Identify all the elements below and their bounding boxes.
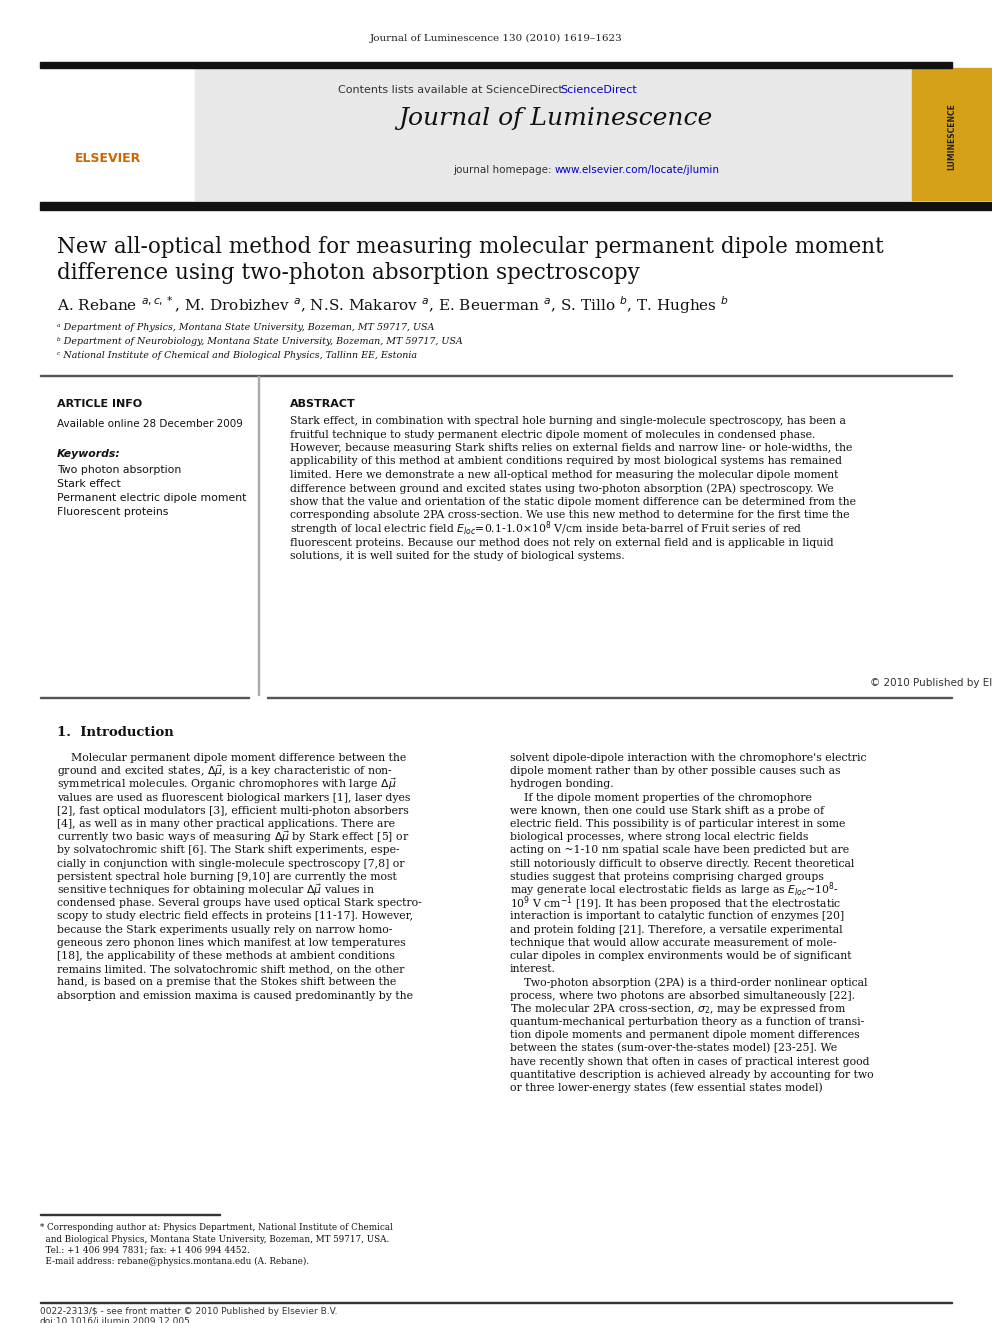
Text: values are used as fluorescent biological markers [1], laser dyes: values are used as fluorescent biologica… <box>57 792 411 803</box>
Text: Two photon absorption: Two photon absorption <box>57 464 182 475</box>
Text: still notoriously difficult to observe directly. Recent theoretical: still notoriously difficult to observe d… <box>510 859 854 869</box>
Text: dipole moment rather than by other possible causes such as: dipole moment rather than by other possi… <box>510 766 840 777</box>
Text: However, because measuring Stark shifts relies on external fields and narrow lin: However, because measuring Stark shifts … <box>290 443 852 452</box>
Text: fluorescent proteins. Because our method does not rely on external field and is : fluorescent proteins. Because our method… <box>290 537 833 548</box>
Text: process, where two photons are absorbed simultaneously [22].: process, where two photons are absorbed … <box>510 991 855 1000</box>
Text: electric field. This possibility is of particular interest in some: electric field. This possibility is of p… <box>510 819 845 830</box>
Text: hand, is based on a premise that the Stokes shift between the: hand, is based on a premise that the Sto… <box>57 978 396 987</box>
Text: persistent spectral hole burning [9,10] are currently the most: persistent spectral hole burning [9,10] … <box>57 872 397 882</box>
Text: 0022-2313/$ - see front matter © 2010 Published by Elsevier B.V.: 0022-2313/$ - see front matter © 2010 Pu… <box>40 1307 337 1315</box>
Text: ELSEVIER: ELSEVIER <box>74 152 141 164</box>
Text: Tel.: +1 406 994 7831; fax: +1 406 994 4452.: Tel.: +1 406 994 7831; fax: +1 406 994 4… <box>40 1245 250 1254</box>
Text: remains limited. The solvatochromic shift method, on the other: remains limited. The solvatochromic shif… <box>57 964 405 974</box>
Text: absorption and emission maxima is caused predominantly by the: absorption and emission maxima is caused… <box>57 991 413 1000</box>
Text: condensed phase. Several groups have used optical Stark spectro-: condensed phase. Several groups have use… <box>57 898 422 908</box>
Text: Journal of Luminescence 130 (2010) 1619–1623: Journal of Luminescence 130 (2010) 1619–… <box>370 33 622 42</box>
Text: applicability of this method at ambient conditions required by most biological s: applicability of this method at ambient … <box>290 456 842 467</box>
Text: [18], the applicability of these methods at ambient conditions: [18], the applicability of these methods… <box>57 951 395 960</box>
Text: limited. Here we demonstrate a new all-optical method for measuring the molecula: limited. Here we demonstrate a new all-o… <box>290 470 838 480</box>
Text: fruitful technique to study permanent electric dipole moment of molecules in con: fruitful technique to study permanent el… <box>290 430 815 439</box>
Bar <box>912 67 992 200</box>
Text: Permanent electric dipole moment: Permanent electric dipole moment <box>57 493 246 503</box>
Bar <box>40 62 952 67</box>
Text: ᶜ National Institute of Chemical and Biological Physics, Tallinn EE, Estonia: ᶜ National Institute of Chemical and Bio… <box>57 352 417 360</box>
Text: because the Stark experiments usually rely on narrow homo-: because the Stark experiments usually re… <box>57 925 393 934</box>
Text: solvent dipole-dipole interaction with the chromophore's electric: solvent dipole-dipole interaction with t… <box>510 753 866 763</box>
Text: strength of local electric field $E_{loc}$=0.1-1.0$\times$10$^8$ V/cm inside bet: strength of local electric field $E_{loc… <box>290 520 803 538</box>
Text: ᵃ Department of Physics, Montana State University, Bozeman, MT 59717, USA: ᵃ Department of Physics, Montana State U… <box>57 324 434 332</box>
Text: corresponding absolute 2PA cross-section. We use this new method to determine fo: corresponding absolute 2PA cross-section… <box>290 511 849 520</box>
Text: The molecular 2PA cross-section, $\sigma_2$, may be expressed from: The molecular 2PA cross-section, $\sigma… <box>510 1002 846 1016</box>
Bar <box>40 202 992 210</box>
Text: geneous zero phonon lines which manifest at low temperatures: geneous zero phonon lines which manifest… <box>57 938 406 947</box>
Text: quantitative description is achieved already by accounting for two: quantitative description is achieved alr… <box>510 1070 874 1080</box>
Text: currently two basic ways of measuring $\Delta\vec{\mu}$ by Stark effect [5] or: currently two basic ways of measuring $\… <box>57 830 410 845</box>
Text: Stark effect: Stark effect <box>57 479 121 490</box>
Text: solutions, it is well suited for the study of biological systems.: solutions, it is well suited for the stu… <box>290 550 625 561</box>
Text: doi:10.1016/j.jlumin.2009.12.005: doi:10.1016/j.jlumin.2009.12.005 <box>40 1316 190 1323</box>
Text: difference between ground and excited states using two-photon absorption (2PA) s: difference between ground and excited st… <box>290 483 833 493</box>
Text: or three lower-energy states (few essential states model): or three lower-energy states (few essent… <box>510 1082 822 1093</box>
Text: acting on ~1-10 nm spatial scale have been predicted but are: acting on ~1-10 nm spatial scale have be… <box>510 845 849 856</box>
Text: ARTICLE INFO: ARTICLE INFO <box>57 400 142 409</box>
Text: between the states (sum-over-the-states model) [23-25]. We: between the states (sum-over-the-states … <box>510 1044 837 1053</box>
Text: [4], as well as in many other practical applications. There are: [4], as well as in many other practical … <box>57 819 395 830</box>
Text: Journal of Luminescence: Journal of Luminescence <box>398 106 712 130</box>
Text: symmetrical molecules. Organic chromophores with large $\Delta\vec{\mu}$: symmetrical molecules. Organic chromopho… <box>57 777 397 792</box>
Text: scopy to study electric field effects in proteins [11-17]. However,: scopy to study electric field effects in… <box>57 912 413 921</box>
Text: hydrogen bonding.: hydrogen bonding. <box>510 779 614 790</box>
Text: have recently shown that often in cases of practical interest good: have recently shown that often in cases … <box>510 1057 870 1066</box>
Text: tion dipole moments and permanent dipole moment differences: tion dipole moments and permanent dipole… <box>510 1031 860 1040</box>
Text: interest.: interest. <box>510 964 556 974</box>
Text: New all-optical method for measuring molecular permanent dipole moment: New all-optical method for measuring mol… <box>57 235 884 258</box>
Text: ScienceDirect: ScienceDirect <box>560 85 637 95</box>
Text: and Biological Physics, Montana State University, Bozeman, MT 59717, USA.: and Biological Physics, Montana State Un… <box>40 1234 389 1244</box>
Text: If the dipole moment properties of the chromophore: If the dipole moment properties of the c… <box>510 792 811 803</box>
Text: * Corresponding author at: Physics Department, National Institute of Chemical: * Corresponding author at: Physics Depar… <box>40 1224 393 1233</box>
Text: A. Rebane $^{a,c,*}$, M. Drobizhev $^{a}$, N.S. Makarov $^{a}$, E. Beuerman $^{a: A. Rebane $^{a,c,*}$, M. Drobizhev $^{a}… <box>57 294 729 316</box>
Text: www.elsevier.com/locate/jlumin: www.elsevier.com/locate/jlumin <box>555 165 720 175</box>
Text: Two-photon absorption (2PA) is a third-order nonlinear optical: Two-photon absorption (2PA) is a third-o… <box>510 978 867 988</box>
Text: and protein folding [21]. Therefore, a versatile experimental: and protein folding [21]. Therefore, a v… <box>510 925 842 934</box>
Text: E-mail address: rebane@physics.montana.edu (A. Rebane).: E-mail address: rebane@physics.montana.e… <box>40 1257 310 1266</box>
Text: [2], fast optical modulators [3], efficient multi-photon absorbers: [2], fast optical modulators [3], effici… <box>57 806 409 816</box>
Text: 10$^9$ V cm$^{-1}$ [19]. It has been proposed that the electrostatic: 10$^9$ V cm$^{-1}$ [19]. It has been pro… <box>510 894 841 913</box>
Bar <box>195 67 912 200</box>
Text: 1.  Introduction: 1. Introduction <box>57 726 174 740</box>
Bar <box>40 67 190 200</box>
Text: show that the value and orientation of the static dipole moment difference can b: show that the value and orientation of t… <box>290 497 856 507</box>
Text: sensitive techniques for obtaining molecular $\Delta\vec{\mu}$ values in: sensitive techniques for obtaining molec… <box>57 882 375 898</box>
Text: Available online 28 December 2009: Available online 28 December 2009 <box>57 419 243 429</box>
Text: Fluorescent proteins: Fluorescent proteins <box>57 507 169 517</box>
Text: by solvatochromic shift [6]. The Stark shift experiments, espe-: by solvatochromic shift [6]. The Stark s… <box>57 845 400 856</box>
Text: biological processes, where strong local electric fields: biological processes, where strong local… <box>510 832 808 843</box>
Text: cially in conjunction with single-molecule spectroscopy [7,8] or: cially in conjunction with single-molecu… <box>57 859 405 869</box>
Text: were known, then one could use Stark shift as a probe of: were known, then one could use Stark shi… <box>510 806 824 816</box>
Text: LUMINESCENCE: LUMINESCENCE <box>947 103 956 171</box>
Text: journal homepage:: journal homepage: <box>453 165 555 175</box>
Text: technique that would allow accurate measurement of mole-: technique that would allow accurate meas… <box>510 938 836 947</box>
Text: Stark effect, in combination with spectral hole burning and single-molecule spec: Stark effect, in combination with spectr… <box>290 415 846 426</box>
Text: quantum-mechanical perturbation theory as a function of transi-: quantum-mechanical perturbation theory a… <box>510 1017 864 1027</box>
Text: cular dipoles in complex environments would be of significant: cular dipoles in complex environments wo… <box>510 951 851 960</box>
Text: ᵇ Department of Neurobiology, Montana State University, Bozeman, MT 59717, USA: ᵇ Department of Neurobiology, Montana St… <box>57 337 462 347</box>
Text: Keywords:: Keywords: <box>57 448 121 459</box>
Bar <box>258 376 259 695</box>
Text: ABSTRACT: ABSTRACT <box>290 400 356 409</box>
Text: Molecular permanent dipole moment difference between the: Molecular permanent dipole moment differ… <box>57 753 407 763</box>
Text: interaction is important to catalytic function of enzymes [20]: interaction is important to catalytic fu… <box>510 912 844 921</box>
Text: difference using two-photon absorption spectroscopy: difference using two-photon absorption s… <box>57 262 640 284</box>
Text: Contents lists available at ScienceDirect: Contents lists available at ScienceDirec… <box>337 85 562 95</box>
Text: may generate local electrostatic fields as large as $E_{loc}$~10$^8$-: may generate local electrostatic fields … <box>510 881 839 900</box>
Text: ground and excited states, $\Delta\vec{\mu}$, is a key characteristic of non-: ground and excited states, $\Delta\vec{\… <box>57 763 393 779</box>
Text: studies suggest that proteins comprising charged groups: studies suggest that proteins comprising… <box>510 872 824 882</box>
Text: © 2010 Published by Elsevier B.V.: © 2010 Published by Elsevier B.V. <box>870 677 992 688</box>
